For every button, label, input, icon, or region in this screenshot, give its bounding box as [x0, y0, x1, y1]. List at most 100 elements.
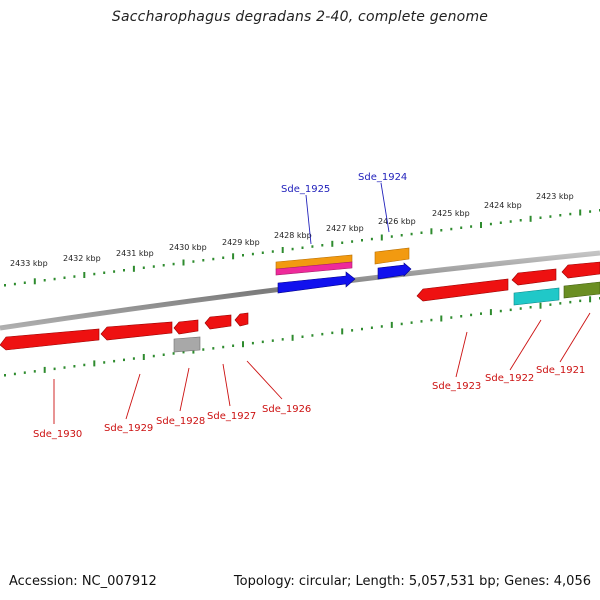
minor-tick — [390, 235, 393, 238]
major-tick — [291, 334, 294, 341]
minor-tick — [53, 367, 56, 371]
gene-sde-1923[interactable] — [416, 278, 509, 302]
minor-tick — [162, 353, 165, 356]
minor-tick — [470, 225, 473, 228]
minor-tick — [301, 246, 304, 249]
minor-tick — [361, 327, 363, 331]
minor-tick — [103, 361, 106, 364]
minor-tick — [321, 332, 324, 336]
minor-tick — [23, 371, 26, 374]
tick-label: 2428 kbp — [274, 231, 312, 240]
minor-tick — [420, 231, 423, 234]
minor-tick — [4, 374, 6, 377]
gene-sde-1921-red[interactable] — [561, 261, 600, 279]
minor-tick — [13, 372, 16, 376]
minor-tick — [460, 226, 463, 229]
minor-tick — [53, 277, 56, 281]
minor-tick — [73, 275, 76, 278]
gene-sde-1928-red[interactable] — [173, 319, 199, 335]
minor-tick — [489, 222, 492, 226]
major-tick — [83, 272, 86, 278]
major-tick — [529, 215, 532, 222]
major-tick — [539, 302, 542, 309]
minor-tick — [123, 269, 125, 272]
minor-tick — [529, 306, 532, 309]
accession-text: Accession: NC_007912 — [9, 574, 157, 589]
minor-tick — [182, 350, 185, 354]
minor-tick — [251, 341, 254, 345]
gene-sde-1922-cyan[interactable] — [513, 287, 560, 306]
minor-tick — [142, 266, 145, 269]
minor-tick — [370, 237, 373, 241]
minor-tick — [232, 344, 235, 347]
minor-tick — [311, 334, 314, 337]
forward-strand-genes — [275, 247, 412, 294]
minor-tick — [420, 320, 423, 323]
major-tick — [480, 222, 482, 228]
minor-tick — [13, 282, 16, 286]
minor-tick — [33, 370, 36, 373]
major-tick — [242, 341, 244, 348]
major-tick — [33, 278, 36, 285]
gene-sde-1930[interactable] — [0, 328, 100, 351]
gene-sde-1921-olive[interactable] — [563, 281, 600, 299]
gene-sde-1925-blue[interactable] — [277, 271, 356, 294]
minor-tick — [351, 240, 354, 243]
gene-sde-1924-blue[interactable] — [377, 262, 412, 280]
gene-label-reverse[interactable]: Sde_1922 — [485, 373, 534, 384]
minor-tick — [440, 229, 443, 232]
minor-tick — [271, 250, 274, 253]
gene-sde-1929[interactable] — [100, 321, 173, 341]
gene-label-leaders — [53, 182, 591, 424]
major-tick — [232, 253, 235, 260]
gene-labels: Sde_1925 Sde_1924 Sde_1930 Sde_1929 Sde_… — [33, 172, 585, 440]
minor-tick — [589, 210, 592, 213]
gene-sde-1927[interactable] — [204, 314, 232, 330]
major-tick — [380, 234, 383, 241]
gene-label-reverse[interactable]: Sde_1927 — [207, 411, 256, 422]
major-tick — [589, 296, 592, 303]
genome-summary-text: Topology: circular; Length: 5,057,531 bp… — [233, 574, 591, 589]
gene-sde-1924-orange[interactable] — [374, 247, 410, 265]
minor-tick — [202, 348, 205, 351]
upper-scale-ruler — [4, 209, 600, 287]
minor-tick — [321, 244, 324, 247]
minor-tick — [341, 241, 344, 244]
gene-label-reverse[interactable]: Sde_1928 — [156, 416, 205, 427]
gene-label-reverse[interactable]: Sde_1923 — [432, 381, 481, 392]
minor-tick — [519, 307, 522, 310]
minor-tick — [73, 365, 76, 368]
minor-tick — [460, 315, 463, 318]
gene-sde-1926[interactable] — [234, 312, 249, 327]
major-tick — [341, 328, 344, 335]
tick-label: 2430 kbp — [169, 243, 207, 252]
gene-sde-1922-red[interactable] — [511, 268, 557, 286]
major-tick — [43, 366, 46, 373]
minor-tick — [162, 264, 165, 267]
gene-label-forward[interactable]: Sde_1925 — [281, 184, 330, 195]
major-tick — [142, 354, 145, 360]
map-title: Saccharophagus degradans 2-40, complete … — [111, 9, 489, 25]
minor-tick — [222, 345, 225, 349]
gene-label-reverse[interactable]: Sde_1926 — [262, 404, 311, 415]
minor-tick — [539, 216, 542, 219]
tick-label: 2431 kbp — [116, 249, 154, 258]
gene-label-forward[interactable]: Sde_1924 — [358, 172, 407, 183]
gene-label-reverse[interactable]: Sde_1930 — [33, 429, 82, 440]
minor-tick — [311, 245, 314, 248]
tick-label: 2426 kbp — [378, 217, 416, 226]
minor-tick — [93, 272, 96, 276]
minor-tick — [579, 299, 582, 303]
lower-scale-ruler — [4, 296, 600, 377]
gene-sde-1925-magenta[interactable] — [275, 261, 353, 276]
minor-tick — [202, 259, 205, 262]
minor-tick — [549, 215, 552, 218]
gene-sde-1928-gray[interactable] — [173, 336, 201, 353]
tick-label: 2423 kbp — [536, 192, 574, 201]
tick-label: 2432 kbp — [63, 254, 101, 263]
gene-label-reverse[interactable]: Sde_1929 — [104, 423, 153, 434]
major-tick — [390, 321, 393, 328]
minor-tick — [4, 284, 6, 287]
gene-label-reverse[interactable]: Sde_1921 — [536, 365, 585, 376]
